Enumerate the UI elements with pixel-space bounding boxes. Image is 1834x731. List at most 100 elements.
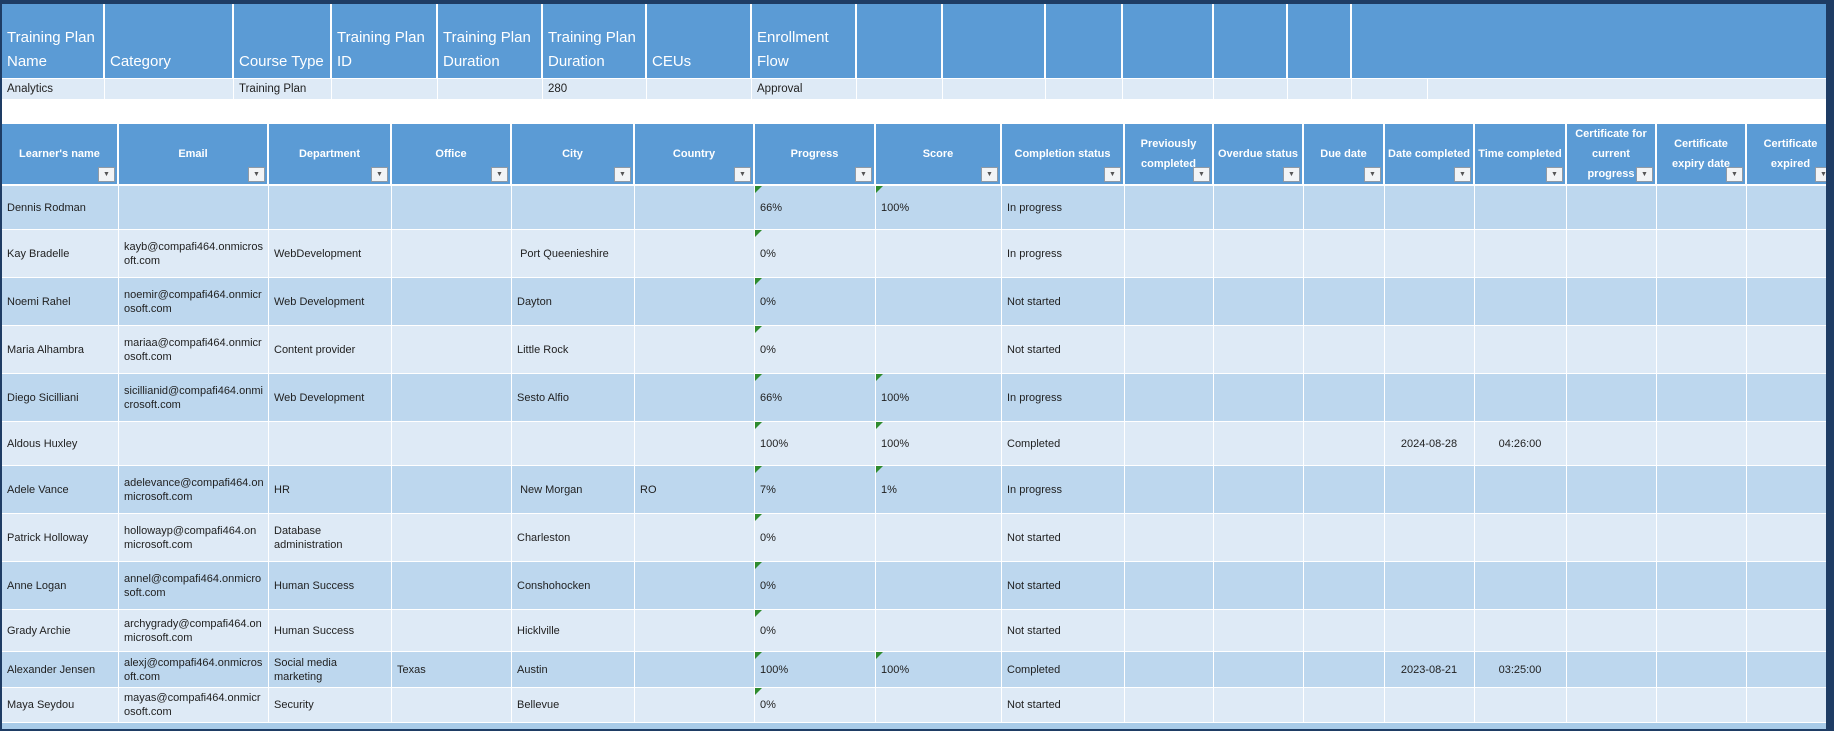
cell-country-row-6[interactable]: RO [635, 466, 755, 514]
cell-overdue-status-row-6[interactable] [1214, 466, 1304, 514]
cell-date-completed-row-10[interactable]: 2023-08-21 [1385, 652, 1475, 688]
cell-name-row-6[interactable]: Adele Vance [2, 466, 119, 514]
cell-certificate-current-row-9[interactable] [1567, 610, 1657, 652]
cell-previously-completed-row-10[interactable] [1125, 652, 1214, 688]
filter-dropdown-icon-score[interactable]: ▼ [981, 167, 998, 182]
top-header-cell-14[interactable] [1352, 4, 1826, 79]
top-value-cell-training-plan[interactable]: Training Plan [234, 79, 332, 99]
cell-score-row-2[interactable] [876, 278, 1002, 326]
cell-previously-completed-row-6[interactable] [1125, 466, 1214, 514]
cell-overdue-status-row-9[interactable] [1214, 610, 1304, 652]
cell-city-row-6[interactable]: New Morgan [512, 466, 635, 514]
header-cell-city[interactable]: City ▼ [512, 124, 635, 186]
cell-previously-completed-row-9[interactable] [1125, 610, 1214, 652]
cell-office-row-0[interactable] [392, 186, 512, 230]
header-cell-email[interactable]: Email ▼ [119, 124, 269, 186]
cell-date-completed-row-0[interactable] [1385, 186, 1475, 230]
cell-certificate-expired-row-8[interactable] [1747, 562, 1826, 610]
top-header-cell-10[interactable] [1046, 4, 1123, 79]
cell-previously-completed-row-5[interactable] [1125, 422, 1214, 466]
cell-city-row-5[interactable] [512, 422, 635, 466]
top-value-cell-3[interactable] [332, 79, 438, 99]
cell-certificate-expired-row-1[interactable] [1747, 230, 1826, 278]
filter-dropdown-icon-certificate-expired[interactable]: ▼ [1815, 167, 1826, 182]
cell-progress-row-7[interactable]: 0% [755, 514, 876, 562]
cell-department-row-2[interactable]: Web Development [269, 278, 392, 326]
cell-due-date-row-8[interactable] [1304, 562, 1385, 610]
cell-country-row-8[interactable] [635, 562, 755, 610]
filter-dropdown-icon-certificate-current[interactable]: ▼ [1636, 167, 1653, 182]
top-value-cell-13[interactable] [1288, 79, 1352, 99]
cell-completion-status-row-4[interactable]: In progress [1002, 374, 1125, 422]
cell-certificate-current-row-10[interactable] [1567, 652, 1657, 688]
top-value-cell-10[interactable] [1046, 79, 1123, 99]
cell-name-row-8[interactable]: Anne Logan [2, 562, 119, 610]
cell-certificate-expiry-row-8[interactable] [1657, 562, 1747, 610]
cell-date-completed-row-2[interactable] [1385, 278, 1475, 326]
cell-city-row-2[interactable]: Dayton [512, 278, 635, 326]
cell-date-completed-row-9[interactable] [1385, 610, 1475, 652]
header-cell-score[interactable]: Score ▼ [876, 124, 1002, 186]
cell-completion-status-row-8[interactable]: Not started [1002, 562, 1125, 610]
cell-certificate-expiry-row-5[interactable] [1657, 422, 1747, 466]
filter-dropdown-icon-department[interactable]: ▼ [371, 167, 388, 182]
cell-email-row-11[interactable]: mayas@compafi464.onmicrosoft.com [119, 688, 269, 723]
top-value-cell-11[interactable] [1123, 79, 1214, 99]
cell-email-row-3[interactable]: mariaa@compafi464.onmicrosoft.com [119, 326, 269, 374]
cell-progress-row-6[interactable]: 7% [755, 466, 876, 514]
cell-completion-status-row-2[interactable]: Not started [1002, 278, 1125, 326]
cell-certificate-expired-row-10[interactable] [1747, 652, 1826, 688]
cell-overdue-status-row-8[interactable] [1214, 562, 1304, 610]
cell-progress-row-4[interactable]: 66% [755, 374, 876, 422]
cell-name-row-5[interactable]: Aldous Huxley [2, 422, 119, 466]
cell-progress-row-8[interactable]: 0% [755, 562, 876, 610]
cell-date-completed-row-4[interactable] [1385, 374, 1475, 422]
cell-country-row-0[interactable] [635, 186, 755, 230]
cell-overdue-status-row-1[interactable] [1214, 230, 1304, 278]
cell-progress-row-3[interactable]: 0% [755, 326, 876, 374]
cell-date-completed-row-8[interactable] [1385, 562, 1475, 610]
cell-date-completed-row-11[interactable] [1385, 688, 1475, 723]
cell-city-row-4[interactable]: Sesto Alfio [512, 374, 635, 422]
cell-certificate-expiry-row-10[interactable] [1657, 652, 1747, 688]
filter-dropdown-icon-country[interactable]: ▼ [734, 167, 751, 182]
cell-score-row-8[interactable] [876, 562, 1002, 610]
cell-email-row-1[interactable]: kayb@compafi464.onmicrosoft.com [119, 230, 269, 278]
cell-certificate-expired-row-7[interactable] [1747, 514, 1826, 562]
filter-dropdown-icon-email[interactable]: ▼ [248, 167, 265, 182]
cell-city-row-11[interactable]: Bellevue [512, 688, 635, 723]
filter-dropdown-icon-due-date[interactable]: ▼ [1364, 167, 1381, 182]
cell-name-row-7[interactable]: Patrick Holloway [2, 514, 119, 562]
cell-country-row-11[interactable] [635, 688, 755, 723]
cell-previously-completed-row-11[interactable] [1125, 688, 1214, 723]
cell-department-row-11[interactable]: Security [269, 688, 392, 723]
filter-dropdown-icon-office[interactable]: ▼ [491, 167, 508, 182]
filter-dropdown-icon-overdue-status[interactable]: ▼ [1283, 167, 1300, 182]
cell-progress-row-5[interactable]: 100% [755, 422, 876, 466]
cell-email-row-10[interactable]: alexj@compafi464.onmicrosoft.com [119, 652, 269, 688]
cell-country-row-10[interactable] [635, 652, 755, 688]
filter-dropdown-icon-date-completed[interactable]: ▼ [1454, 167, 1471, 182]
cell-city-row-3[interactable]: Little Rock [512, 326, 635, 374]
cell-completion-status-row-7[interactable]: Not started [1002, 514, 1125, 562]
cell-previously-completed-row-1[interactable] [1125, 230, 1214, 278]
cell-overdue-status-row-3[interactable] [1214, 326, 1304, 374]
cell-email-row-2[interactable]: noemir@compafi464.onmicrosoft.com [119, 278, 269, 326]
cell-due-date-row-4[interactable] [1304, 374, 1385, 422]
filter-dropdown-icon-progress[interactable]: ▼ [855, 167, 872, 182]
top-value-cell-8[interactable] [857, 79, 943, 99]
cell-department-row-7[interactable]: Database administration [269, 514, 392, 562]
header-cell-certificate-current[interactable]: Certificate for current progress ▼ [1567, 124, 1657, 186]
cell-score-row-10[interactable]: 100% [876, 652, 1002, 688]
cell-certificate-current-row-3[interactable] [1567, 326, 1657, 374]
cell-name-row-3[interactable]: Maria Alhambra [2, 326, 119, 374]
cell-department-row-5[interactable] [269, 422, 392, 466]
cell-score-row-4[interactable]: 100% [876, 374, 1002, 422]
cell-certificate-expiry-row-2[interactable] [1657, 278, 1747, 326]
cell-time-completed-row-4[interactable] [1475, 374, 1567, 422]
cell-certificate-expiry-row-0[interactable] [1657, 186, 1747, 230]
cell-date-completed-row-7[interactable] [1385, 514, 1475, 562]
cell-time-completed-row-0[interactable] [1475, 186, 1567, 230]
cell-date-completed-row-6[interactable] [1385, 466, 1475, 514]
cell-time-completed-row-8[interactable] [1475, 562, 1567, 610]
